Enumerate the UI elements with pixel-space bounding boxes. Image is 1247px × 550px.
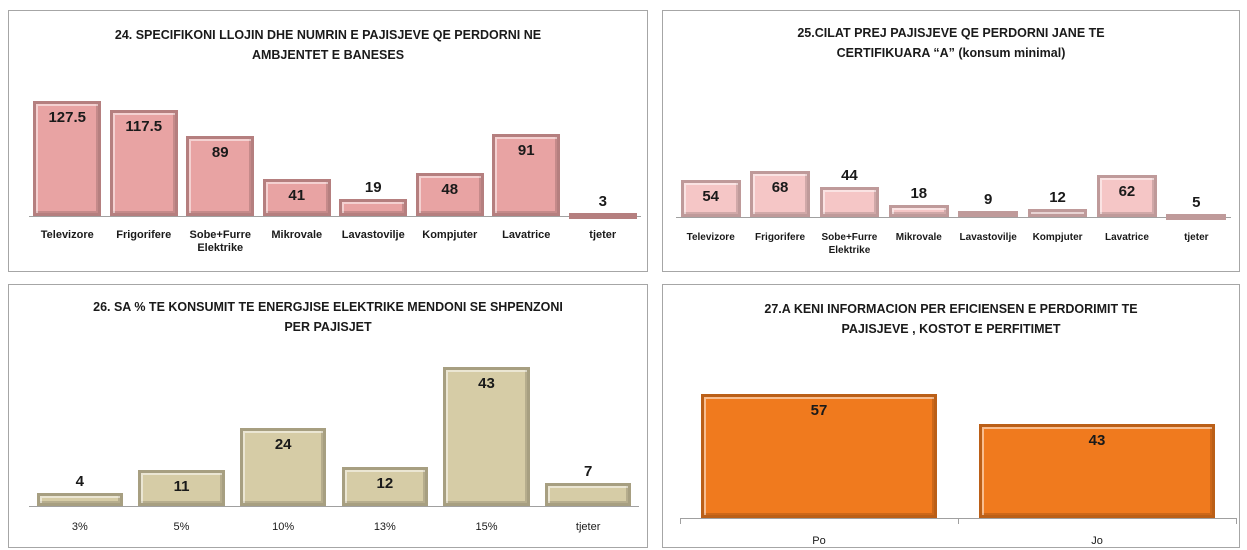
category-label: Televizore xyxy=(686,232,735,243)
value-label: 62 xyxy=(1118,183,1136,201)
value-label: 48 xyxy=(441,180,459,198)
bar xyxy=(239,428,327,506)
x-axis xyxy=(29,506,639,507)
category-label: 5% xyxy=(173,521,190,533)
bar xyxy=(262,179,331,216)
category-label: tjeter xyxy=(589,229,617,241)
x-tick xyxy=(680,518,681,524)
value-label: 3 xyxy=(598,193,607,210)
category-label: Lavatrice xyxy=(1104,232,1149,243)
category-label: Frigorifere xyxy=(116,229,172,241)
category-label: Sobe+Furre Elektrike xyxy=(821,232,878,256)
bar xyxy=(138,470,225,506)
value-label: 57 xyxy=(810,402,828,419)
category-label: Kompjuter xyxy=(422,229,478,241)
bar xyxy=(544,483,632,506)
bar xyxy=(1027,208,1088,217)
chart-title: 24. SPECIFIKONI LLOJIN DHE NUMRIN E PAJI… xyxy=(114,28,542,62)
value-label: 7 xyxy=(583,463,593,481)
value-label: 41 xyxy=(288,187,306,205)
value-label: 19 xyxy=(364,178,382,196)
bar xyxy=(492,133,561,216)
x-tick xyxy=(1236,518,1237,524)
category-label: Televizore xyxy=(40,229,94,241)
bar xyxy=(680,180,741,217)
value-label: 12 xyxy=(376,475,394,493)
x-axis xyxy=(29,216,641,217)
value-label: 11 xyxy=(173,478,190,496)
category-label: Lavastovilje xyxy=(959,232,1017,243)
bar xyxy=(958,210,1018,217)
bar xyxy=(700,394,938,518)
category-label: tjeter xyxy=(1184,232,1209,243)
value-label: 24 xyxy=(274,436,292,454)
x-tick xyxy=(958,518,959,524)
chart-panel: 26. SA % TE KONSUMIT TE ENERGJISE ELEKTR… xyxy=(8,284,648,548)
bar xyxy=(443,367,530,506)
category-label: 15% xyxy=(475,521,498,533)
category-label: Mikrovale xyxy=(895,232,942,243)
value-label: 127.5 xyxy=(48,109,87,126)
category-label: 3% xyxy=(71,521,88,533)
bar xyxy=(819,187,880,217)
value-label: 18 xyxy=(910,184,928,202)
value-label: 68 xyxy=(771,179,789,196)
bar xyxy=(186,135,255,216)
bar xyxy=(36,493,124,506)
category-label: tjeter xyxy=(575,521,601,533)
bar xyxy=(339,198,408,216)
bar xyxy=(978,424,1216,518)
category-label: 10% xyxy=(272,521,295,533)
bar xyxy=(109,110,178,216)
category-label: Sobe+Furre Elektrike xyxy=(189,229,251,254)
chart-title: 27.A KENI INFORMACION PER EFICIENSEN E P… xyxy=(764,302,1138,336)
value-label: 4 xyxy=(75,473,84,491)
value-label: 54 xyxy=(702,188,720,206)
value-label: 43 xyxy=(1088,432,1106,450)
value-label: 117.5 xyxy=(125,118,163,136)
x-axis xyxy=(676,217,1231,218)
bar xyxy=(750,171,810,217)
value-label: 5 xyxy=(1192,193,1201,211)
category-label: Kompjuter xyxy=(1032,232,1083,243)
category-label: Mikrovale xyxy=(271,229,323,241)
value-label: 44 xyxy=(841,167,858,185)
category-label: 13% xyxy=(373,521,396,533)
chart-title: 26. SA % TE KONSUMIT TE ENERGJISE ELEKTR… xyxy=(93,300,563,334)
chart-panel: 25.CILAT PREJ PAJISJEVE QE PERDORNI JANE… xyxy=(662,10,1240,272)
value-label: 43 xyxy=(478,375,495,392)
chart-title: 25.CILAT PREJ PAJISJEVE QE PERDORNI JANE… xyxy=(797,26,1105,60)
category-label: Lavastovilje xyxy=(341,229,405,241)
category-label: Jo xyxy=(1091,535,1103,547)
value-label: 12 xyxy=(1049,188,1066,206)
bar xyxy=(415,172,484,216)
chart-panel: 24. SPECIFIKONI LLOJIN DHE NUMRIN E PAJI… xyxy=(8,10,648,272)
bar xyxy=(888,204,949,217)
category-label: Lavatrice xyxy=(502,229,551,241)
value-label: 91 xyxy=(517,141,535,159)
bar xyxy=(568,213,637,219)
bar xyxy=(341,467,429,506)
bar xyxy=(33,101,102,216)
value-label: 89 xyxy=(211,143,229,161)
value-label: 9 xyxy=(984,190,993,208)
chart-panel: 27.A KENI INFORMACION PER EFICIENSEN E P… xyxy=(662,284,1240,548)
bar xyxy=(1097,175,1157,217)
bar xyxy=(1166,213,1227,220)
category-label: Po xyxy=(812,535,826,547)
category-label: Frigorifere xyxy=(755,232,806,243)
